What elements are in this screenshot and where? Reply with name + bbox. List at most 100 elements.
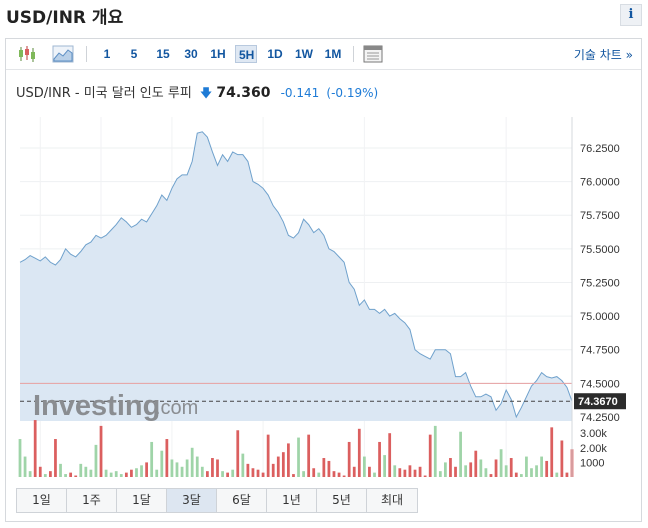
toolbar-divider bbox=[86, 46, 87, 62]
range-button[interactable]: 6달 bbox=[217, 489, 267, 512]
volume-bar bbox=[332, 471, 336, 477]
volume-bar bbox=[327, 460, 331, 477]
interval-1w[interactable]: 1W bbox=[295, 47, 313, 61]
volume-bar bbox=[160, 450, 164, 477]
volume-bar bbox=[509, 458, 513, 477]
interval-1m[interactable]: 1M bbox=[324, 47, 342, 61]
area-chart-icon[interactable] bbox=[52, 44, 74, 64]
volume-bar bbox=[449, 458, 452, 477]
interval-1[interactable]: 1 bbox=[103, 47, 111, 61]
volume-bar bbox=[38, 466, 42, 477]
volume-bar bbox=[200, 466, 204, 477]
volume-bar bbox=[130, 469, 133, 477]
volume-bar bbox=[418, 466, 422, 477]
volume-bar bbox=[347, 441, 351, 477]
volume-bar bbox=[251, 468, 255, 477]
volume-bar bbox=[525, 456, 528, 477]
volume-bar bbox=[256, 469, 260, 477]
volume-bar bbox=[241, 453, 245, 477]
volume-bar bbox=[119, 474, 123, 477]
interval-5[interactable]: 5 bbox=[130, 47, 138, 61]
range-button[interactable]: 1일 bbox=[17, 489, 67, 512]
interval-1d[interactable]: 1D bbox=[267, 47, 283, 61]
volume-bar bbox=[190, 447, 194, 477]
range-button[interactable]: 5년 bbox=[317, 489, 367, 512]
range-button[interactable]: 1달 bbox=[117, 489, 167, 512]
candlestick-icon[interactable] bbox=[16, 44, 38, 64]
volume-bar bbox=[94, 444, 98, 477]
volume-bar bbox=[18, 439, 22, 477]
watermark-suffix: .com bbox=[155, 397, 198, 419]
volume-bar bbox=[124, 472, 128, 477]
volume-tick-label: 2.00k bbox=[580, 443, 607, 455]
range-button[interactable]: 최대 bbox=[367, 489, 417, 512]
header: USD/INR 개요 i bbox=[0, 0, 648, 30]
volume-bar bbox=[489, 474, 493, 477]
interval-15[interactable]: 15 bbox=[156, 47, 170, 61]
volume-tick-label: 1000 bbox=[580, 457, 604, 469]
volume-bar bbox=[89, 469, 93, 477]
range-button[interactable]: 1년 bbox=[267, 489, 317, 512]
volume-bar bbox=[109, 472, 113, 477]
y-tick-label: 75.5000 bbox=[580, 244, 620, 256]
volume-bar bbox=[499, 449, 503, 477]
volume-bar bbox=[545, 460, 549, 477]
interval-30[interactable]: 30 bbox=[184, 47, 198, 61]
volume-bar bbox=[464, 465, 468, 477]
volume-bar bbox=[206, 471, 209, 477]
volume-bar bbox=[54, 439, 57, 477]
volume-bar bbox=[175, 462, 179, 477]
volume-bar bbox=[494, 459, 498, 477]
volume-bar bbox=[565, 472, 569, 477]
volume-bar bbox=[59, 463, 62, 477]
down-arrow-icon: 🡇 bbox=[199, 86, 213, 100]
volume-bar bbox=[317, 472, 321, 477]
volume-bar bbox=[383, 455, 386, 477]
toolbar-divider bbox=[353, 46, 354, 62]
quote-summary: USD/INR - 미국 달러 인도 루피 🡇 74.360 -0.141 (-… bbox=[16, 82, 378, 105]
volume-bar bbox=[231, 469, 235, 477]
volume-bar bbox=[519, 474, 523, 477]
volume-bar bbox=[403, 469, 407, 477]
volume-bar bbox=[145, 462, 148, 477]
interval-5h[interactable]: 5H bbox=[235, 45, 257, 63]
tech-chart-link[interactable]: 기술 차트 » bbox=[573, 48, 633, 62]
info-button[interactable]: i bbox=[620, 4, 642, 26]
volume-bar bbox=[271, 463, 275, 477]
volume-bar bbox=[135, 468, 138, 477]
volume-bar bbox=[236, 430, 240, 477]
volume-bar bbox=[312, 468, 316, 477]
y-tick-label: 74.7500 bbox=[580, 345, 620, 357]
volume-bar bbox=[550, 427, 554, 477]
volume-bar bbox=[362, 456, 366, 477]
volume-bar bbox=[104, 469, 108, 477]
range-button[interactable]: 1주 bbox=[67, 489, 117, 512]
current-price-tag bbox=[574, 393, 626, 410]
last-price: 74.360 bbox=[216, 85, 271, 101]
volume-bar bbox=[150, 441, 154, 477]
chart-widget: 1 5 15 30 1H 5H 1D 1W 1M 기술 차트 » USD/INR… bbox=[5, 38, 642, 522]
y-tick-label: 74.5000 bbox=[580, 378, 620, 390]
volume-bar bbox=[180, 466, 184, 477]
price-chart[interactable]: 74.3670 Investing .com 76.2500 76.0000 75.… bbox=[6, 109, 641, 477]
volume-bar bbox=[454, 466, 457, 477]
volume-bar bbox=[307, 434, 311, 477]
volume-bar bbox=[165, 439, 169, 477]
volume-bar bbox=[408, 465, 412, 477]
volume-bar bbox=[74, 475, 78, 477]
volume-tick-label: 3.00k bbox=[580, 428, 607, 440]
volume-bar bbox=[211, 458, 214, 477]
volume-bar bbox=[170, 459, 174, 477]
volume-bar bbox=[444, 462, 447, 477]
volume-bar bbox=[226, 472, 230, 477]
volume-bar bbox=[195, 456, 199, 477]
table-icon[interactable] bbox=[362, 44, 384, 64]
volume-bar bbox=[504, 465, 508, 477]
y-tick-label: 75.0000 bbox=[580, 311, 620, 323]
interval-1h[interactable]: 1H bbox=[210, 47, 226, 61]
volume-bar bbox=[266, 434, 270, 477]
range-button[interactable]: 3달 bbox=[167, 489, 217, 512]
volume-bar bbox=[297, 437, 300, 477]
price-change-pct: (-0.19%) bbox=[326, 86, 379, 100]
volume-bar bbox=[28, 471, 32, 477]
